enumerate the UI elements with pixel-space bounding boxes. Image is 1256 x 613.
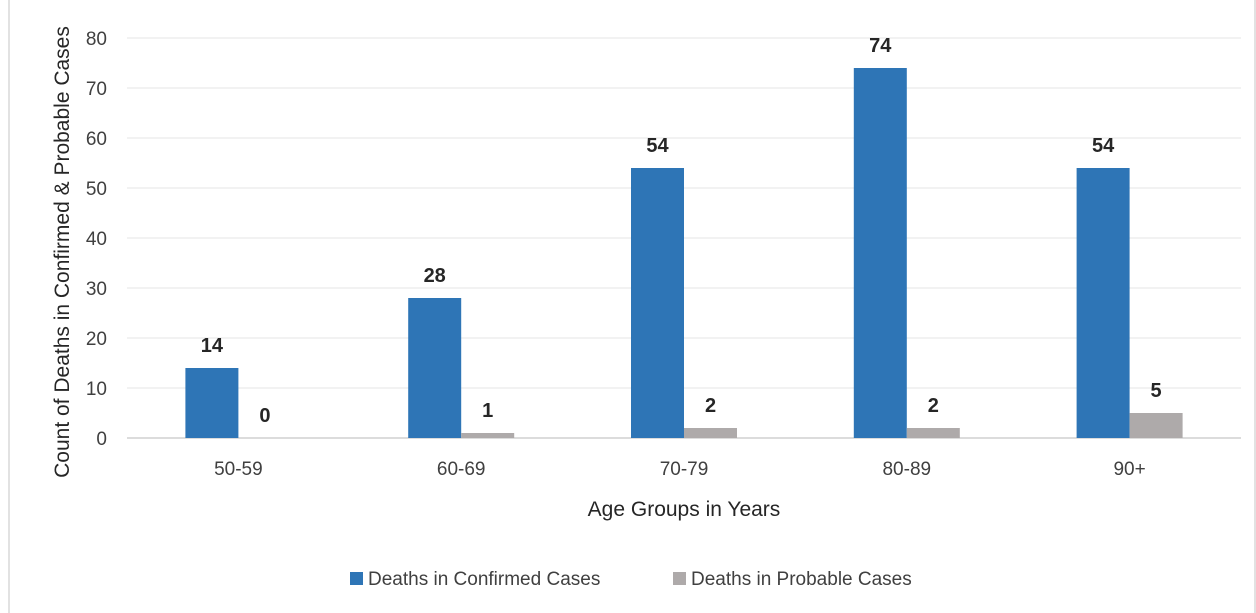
- x-axis-title: Age Groups in Years: [588, 498, 781, 521]
- bar-confirmed: [631, 168, 684, 438]
- y-tick-label: 10: [86, 379, 107, 400]
- bar-probable: [461, 433, 515, 438]
- bar-confirmed: [185, 368, 239, 438]
- x-tick-label: 70-79: [660, 459, 709, 480]
- y-tick-label: 80: [86, 29, 107, 50]
- data-label-confirmed: 14: [201, 335, 224, 357]
- data-label-confirmed: 54: [646, 135, 669, 157]
- y-tick-label: 30: [86, 279, 107, 300]
- legend-label: Deaths in Confirmed Cases: [368, 569, 600, 590]
- chart-border: [8, 0, 1256, 613]
- data-label-probable: 0: [259, 405, 270, 427]
- bar-probable: [1129, 413, 1183, 438]
- data-label-confirmed: 28: [424, 265, 446, 287]
- legend-swatch: [350, 572, 363, 585]
- x-tick-label: 80-89: [882, 459, 931, 480]
- y-tick-label: 20: [86, 329, 107, 350]
- y-tick-label: 0: [96, 429, 107, 450]
- data-labels: 14 0 28 1 54 2 74 2 54 5: [201, 35, 1162, 427]
- bar-confirmed: [1076, 168, 1130, 438]
- data-label-probable: 2: [928, 395, 939, 417]
- bar-probable: [684, 428, 737, 438]
- bar-confirmed: [853, 68, 907, 438]
- data-label-probable: 1: [482, 400, 493, 422]
- x-tick-label: 60-69: [437, 459, 486, 480]
- y-tick-label: 40: [86, 229, 107, 250]
- legend-item-confirmed: Deaths in Confirmed Cases: [350, 569, 600, 590]
- legend: Deaths in Confirmed Cases Deaths in Proba…: [350, 569, 912, 590]
- x-tick-label: 50-59: [214, 459, 263, 480]
- y-tick-label: 60: [86, 129, 107, 150]
- legend-item-probable: Deaths in Probable Cases: [673, 569, 912, 590]
- data-label-confirmed: 54: [1092, 135, 1115, 157]
- bar-probable: [906, 428, 960, 438]
- data-label-probable: 2: [705, 395, 716, 417]
- y-tick-label: 50: [86, 179, 107, 200]
- x-tick-label: 90+: [1113, 459, 1145, 480]
- y-axis-ticks: 0 10 20 30 40 50 60 70 80: [86, 29, 107, 450]
- data-label-confirmed: 74: [869, 35, 892, 57]
- bars: [185, 68, 1183, 438]
- x-axis-ticks: 50-59 60-69 70-79 80-89 90+: [214, 459, 1146, 480]
- legend-swatch: [673, 572, 686, 585]
- data-label-probable: 5: [1151, 380, 1162, 402]
- y-axis-title: Count of Deaths in Confirmed & Probable …: [51, 26, 74, 478]
- bar-confirmed: [408, 298, 462, 438]
- y-tick-label: 70: [86, 79, 107, 100]
- legend-label: Deaths in Probable Cases: [691, 569, 912, 590]
